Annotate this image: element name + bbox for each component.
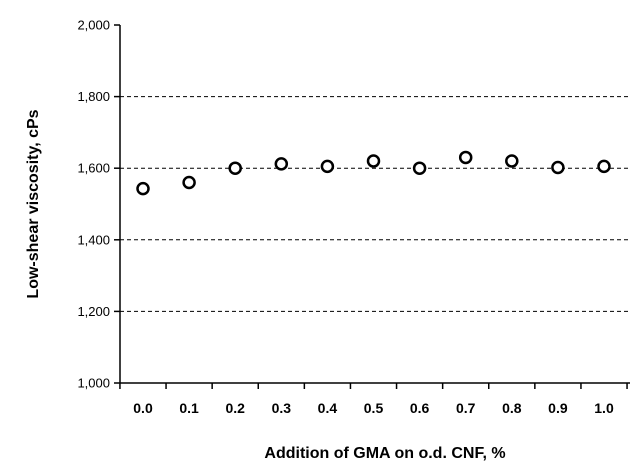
x-tick-label-9: 0.9 [548, 400, 568, 416]
x-axis-title: Addition of GMA on o.d. CNF, % [264, 445, 505, 462]
x-tick-label-0: 0.0 [133, 400, 153, 416]
x-tick-label-8: 0.8 [502, 400, 522, 416]
data-point-4 [320, 159, 335, 174]
data-points [136, 150, 611, 196]
x-tick-label-6: 0.6 [410, 400, 430, 416]
y-tick-label-4: 1,800 [77, 89, 110, 104]
data-point-3 [274, 157, 289, 171]
x-tick-label-1: 0.1 [179, 400, 199, 416]
y-tick-label-3: 1,600 [77, 161, 110, 176]
data-point-5 [366, 154, 381, 168]
y-tick-label-0: 1,000 [77, 376, 110, 391]
axes [119, 25, 630, 384]
x-axis-ticks: 0.0 0.1 0.2 0.3 0.4 0.5 0.6 0.7 0.8 0.9 1.0 [119, 383, 628, 416]
y-tick-label-5: 2,000 [77, 18, 110, 33]
data-point-9 [551, 160, 565, 175]
data-point-1 [182, 175, 196, 190]
x-tick-label-4: 0.4 [318, 400, 338, 416]
x-tick-label-3: 0.3 [272, 400, 292, 416]
data-point-0 [136, 181, 150, 196]
x-tick-label-2: 0.2 [225, 400, 245, 416]
data-point-10 [597, 159, 611, 174]
x-tick-label-7: 0.7 [456, 400, 476, 416]
y-tick-label-1: 1,200 [77, 304, 110, 319]
grid-lines [120, 96, 630, 312]
data-point-8 [505, 154, 519, 168]
data-point-7 [458, 150, 473, 165]
y-axis-title: Low-shear viscosity, cPs [25, 109, 42, 298]
y-tick-label-2: 1,400 [77, 232, 110, 247]
data-point-2 [228, 161, 242, 175]
data-point-6 [412, 161, 427, 175]
x-tick-label-5: 0.5 [364, 400, 384, 416]
y-axis-ticks: 1,000 1,200 1,400 1,600 1,800 2,000 [77, 18, 120, 391]
x-tick-label-10: 1.0 [594, 400, 614, 416]
